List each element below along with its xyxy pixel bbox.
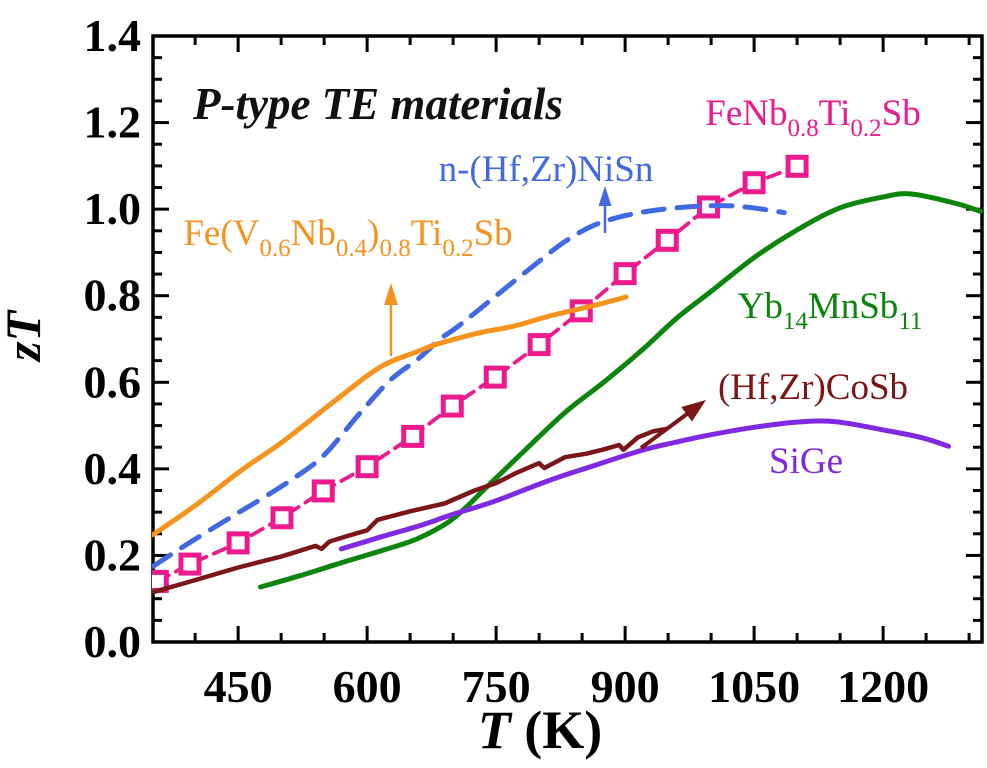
x-tick-label: 900 xyxy=(591,661,660,712)
label-fev06nb04ti02sb: Fe(V0.6Nb0.4)0.8Ti0.2Sb xyxy=(183,213,512,262)
marker-square-fenb08ti02sb xyxy=(742,171,766,195)
label-yb14mnsb11: Yb14MnSb11 xyxy=(738,286,923,335)
series-yb14mnsb11 xyxy=(258,191,983,590)
annotations-layer: P-type TE materials FeNb0.8Ti0.2Sb n-(Hf,Z… xyxy=(183,79,922,482)
marker-square-fenb08ti02sb xyxy=(311,479,335,503)
label-hfzr-cosb: (Hf,Zr)CoSb xyxy=(718,367,908,408)
arrow-orange xyxy=(384,283,398,356)
series-line-fev06nb04ti02sb xyxy=(152,294,629,538)
marker-square-fenb08ti02sb xyxy=(440,394,464,418)
arrow-orange-head xyxy=(384,283,398,305)
marker-square-fenb08ti02sb xyxy=(655,228,679,252)
chart-title: P-type TE materials xyxy=(192,79,563,129)
y-tick-label: 0.2 xyxy=(84,529,142,580)
arrow-maroon-head xyxy=(681,400,706,422)
y-tick-label: 1.0 xyxy=(84,183,142,234)
y-tick-label: 0.8 xyxy=(84,270,142,321)
series-sige xyxy=(338,418,951,552)
x-tick-label: 600 xyxy=(333,661,402,712)
series-line-sige xyxy=(338,418,951,552)
y-tick-label: 0.0 xyxy=(84,616,142,667)
y-axis-title: zT xyxy=(0,309,51,363)
arrow-blue-head xyxy=(598,186,612,206)
marker-square-fenb08ti02sb xyxy=(178,552,202,576)
x-tick-label: 450 xyxy=(204,661,273,712)
x-tick-label: 1200 xyxy=(837,661,929,712)
arrow-blue xyxy=(598,186,612,233)
arrow-maroon xyxy=(639,400,706,450)
series-layer xyxy=(152,154,983,595)
y-tick-label: 0.6 xyxy=(84,356,142,407)
y-tick-label: 1.4 xyxy=(84,10,142,61)
marker-square-fenb08ti02sb xyxy=(226,531,250,555)
label-fenb08ti02sb: FeNb0.8Ti0.2Sb xyxy=(705,93,920,142)
y-tick-label: 1.2 xyxy=(84,97,142,148)
x-tick-label: 750 xyxy=(462,661,531,712)
marker-square-fenb08ti02sb xyxy=(483,365,507,389)
y-tick-label: 0.4 xyxy=(84,443,142,494)
series-fenb08ti02sb xyxy=(152,154,809,593)
series-line-n-hfzr-nisn xyxy=(152,203,787,569)
x-axis-title: T (K) xyxy=(478,700,602,760)
marker-square-fenb08ti02sb xyxy=(355,455,379,479)
series-fev06nb04ti02sb xyxy=(152,294,629,538)
marker-square-fenb08ti02sb xyxy=(613,262,637,286)
label-n-hfzr-nisn: n-(Hf,Zr)NiSn xyxy=(439,149,654,190)
arrow-maroon-shaft xyxy=(639,410,692,450)
axes-frame xyxy=(151,34,984,644)
marker-square-fenb08ti02sb xyxy=(270,506,294,530)
series-hfzr-cosb xyxy=(152,426,669,595)
series-line-yb14mnsb11 xyxy=(258,191,983,590)
series-line-fenb08ti02sb xyxy=(155,164,799,584)
marker-square-fenb08ti02sb xyxy=(401,424,425,448)
series-line-hfzr-cosb xyxy=(152,426,669,595)
label-sige: SiGe xyxy=(769,441,843,482)
tick-labels-layer: 450 600 750 900 1050 1200 0.0 0.2 0.4 0.6 0.8 1.0 1.… xyxy=(0,10,929,760)
x-tick-label: 1050 xyxy=(708,661,800,712)
marker-square-fenb08ti02sb xyxy=(527,333,551,357)
marker-square-fenb08ti02sb xyxy=(785,154,809,178)
series-n-hfzr-nisn xyxy=(152,203,787,569)
